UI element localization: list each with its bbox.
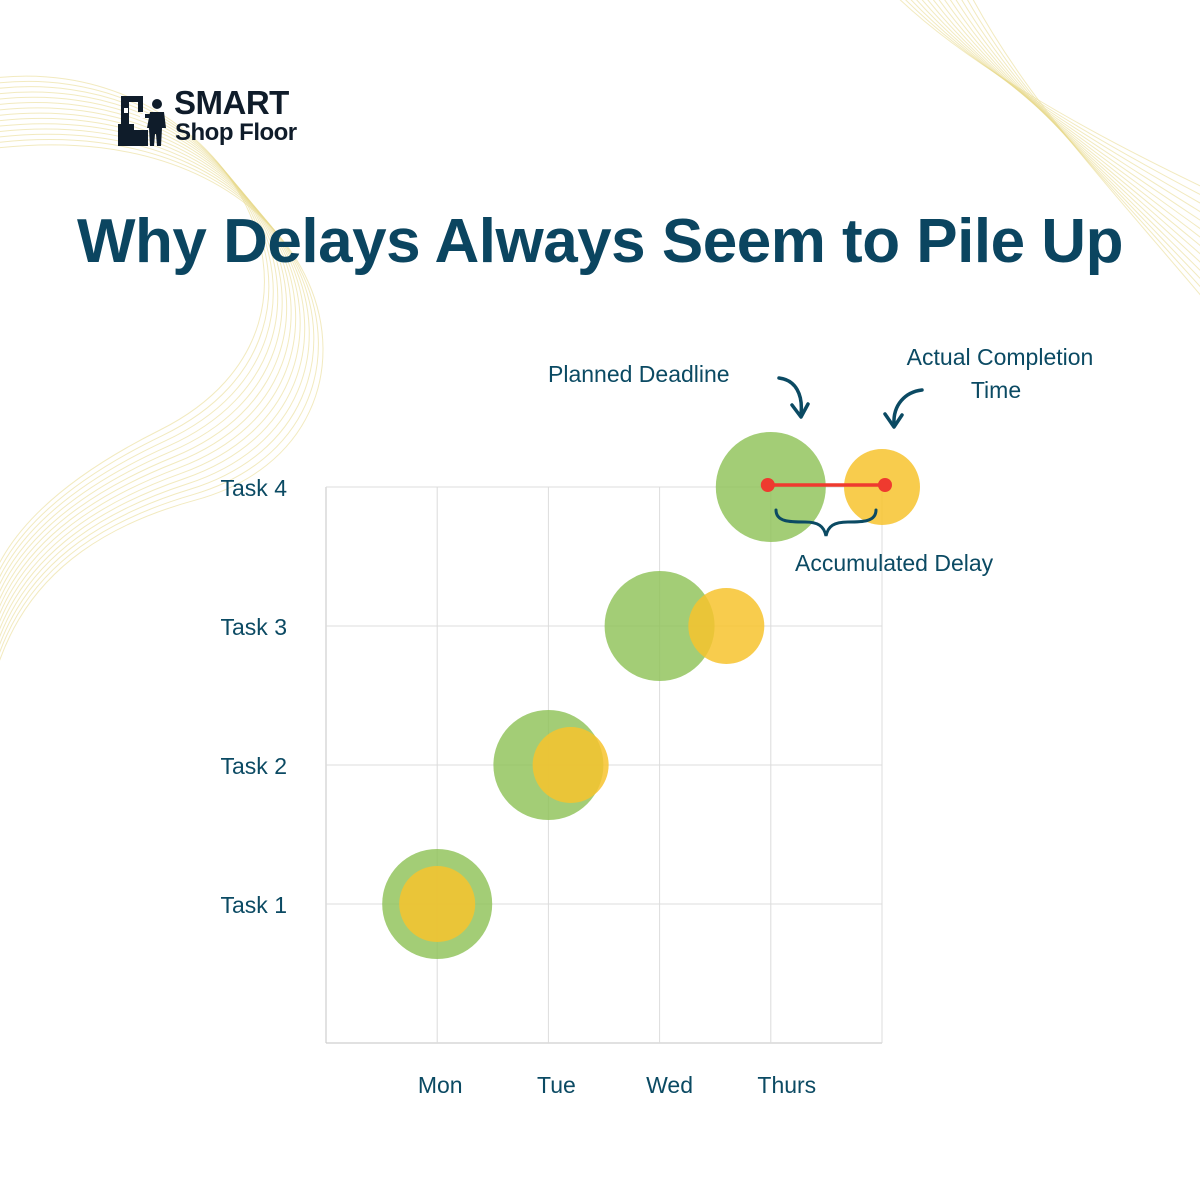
axis-labels: Mon Tue Wed Thurs Task 1 Task 2 Task 3 Task 4 [221,475,817,1098]
accumulated-delay-label: Accumulated Delay [795,550,994,576]
page-title: Why Delays Always Seem to Pile Up [77,207,1123,276]
delay-marker [760,478,892,492]
x-tick-label: Thurs [757,1072,816,1098]
background-wave-line [0,123,306,630]
actual-completion-label-line1: Actual Completion [906,344,1094,370]
y-tick-label: Task 1 [221,892,287,918]
x-tick-label: Mon [418,1072,463,1098]
background-wave-line [0,144,324,661]
background-wave-line [0,133,315,646]
factory-worker-icon [118,96,166,146]
background-wave-line [0,102,287,600]
brand-name-line1: SMART [174,84,289,121]
brand-name-line2: Shop Floor [175,119,297,146]
background-wave-line [0,112,297,615]
delay-start-dot [760,478,775,492]
background-wave-line [0,128,310,638]
delay-brace-icon [774,508,878,537]
planned-deadline-arrow-icon [777,376,804,416]
background-wave-line [0,117,301,623]
background-wave-line [0,107,292,608]
actual-completion-arrow-icon [892,388,924,426]
x-tick-label: Wed [646,1072,693,1098]
actual-completion-arrowhead-icon [883,412,904,429]
actual-completion-label-line2: Time [970,377,1022,403]
annotation-arrows [774,376,924,537]
x-tick-label: Tue [537,1072,576,1098]
brand-logo: SMART Shop Floor [116,84,316,152]
planned-deadline-label: Planned Deadline [548,361,730,387]
background-wave-line [972,0,1200,296]
bubbles [382,432,920,959]
actual-bubble [532,727,609,803]
y-tick-label: Task 4 [221,475,288,501]
planned-deadline-arrowhead-icon [790,402,810,419]
y-tick-label: Task 2 [221,753,287,779]
background-wave-line [0,75,265,564]
background-wave-line [0,139,319,653]
y-tick-label: Task 3 [221,614,287,640]
planned-bubble [604,571,715,681]
actual-bubble [688,588,765,664]
actual-bubble [399,866,476,942]
background-wave-line [0,96,283,593]
delay-end-dot [878,478,892,492]
